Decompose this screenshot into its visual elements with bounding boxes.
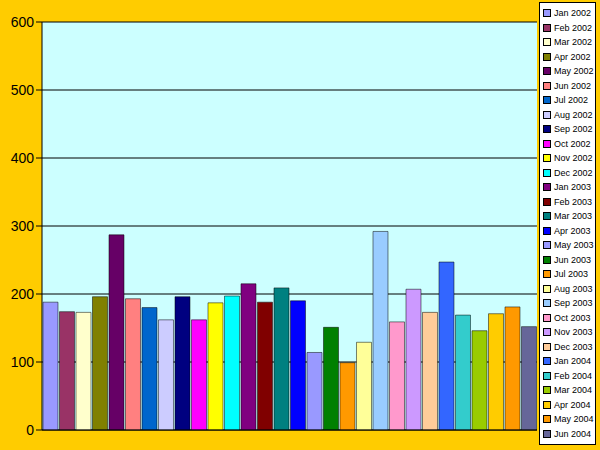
html-text:Sep 2002: Sep 2002	[554, 124, 593, 135]
html-text:Aug 2002: Aug 2002	[554, 109, 593, 120]
html-text:Feb 2002: Feb 2002	[554, 22, 592, 33]
html-text:May 2003: May 2003	[554, 240, 594, 251]
html-text:Oct 2002: Oct 2002	[554, 138, 591, 149]
html-text:Dec 2003: Dec 2003	[554, 341, 593, 352]
html-text:Jan 2003: Jan 2003	[554, 182, 591, 193]
html-text:Mar 2002: Mar 2002	[554, 37, 592, 48]
html-text:Aug 2003: Aug 2003	[554, 283, 593, 294]
svg-text:500: 500	[11, 82, 35, 98]
html-text:Jul 2002: Jul 2002	[554, 95, 588, 106]
html-text:May 2002: May 2002	[554, 66, 594, 77]
html-text:Apr 2004: Apr 2004	[554, 399, 591, 410]
html-text:May 2004: May 2004	[554, 414, 594, 425]
svg-text:200: 200	[11, 286, 35, 302]
html-text:Nov 2003: Nov 2003	[554, 327, 593, 338]
html-text:Apr 2002: Apr 2002	[554, 51, 591, 62]
html-text:Jan 2004: Jan 2004	[554, 356, 591, 367]
html-text:Feb 2004: Feb 2004	[554, 370, 592, 381]
html-text:Mar 2004: Mar 2004	[554, 385, 592, 396]
html-text:Jun 2004: Jun 2004	[554, 428, 591, 439]
html-text:Apr 2003: Apr 2003	[554, 225, 591, 236]
svg-text:100: 100	[11, 354, 35, 370]
html-text:Mar 2003: Mar 2003	[554, 211, 592, 222]
svg-text:300: 300	[11, 218, 35, 234]
html-text:Dec 2002: Dec 2002	[554, 167, 593, 178]
html-text:Oct 2003: Oct 2003	[554, 312, 591, 323]
html-text:Jul 2003: Jul 2003	[554, 269, 588, 280]
html-text:Jun 2002: Jun 2002	[554, 80, 591, 91]
svg-text:600: 600	[11, 14, 35, 30]
html-text:Jan 2002: Jan 2002	[554, 8, 591, 19]
svg-text:0: 0	[26, 422, 34, 438]
html-text:Nov 2002: Nov 2002	[554, 153, 593, 164]
html-text:Jun 2003: Jun 2003	[554, 254, 591, 265]
html-text:Sep 2003: Sep 2003	[554, 298, 593, 309]
svg-text:400: 400	[11, 150, 35, 166]
html-text:Feb 2003: Feb 2003	[554, 196, 592, 207]
